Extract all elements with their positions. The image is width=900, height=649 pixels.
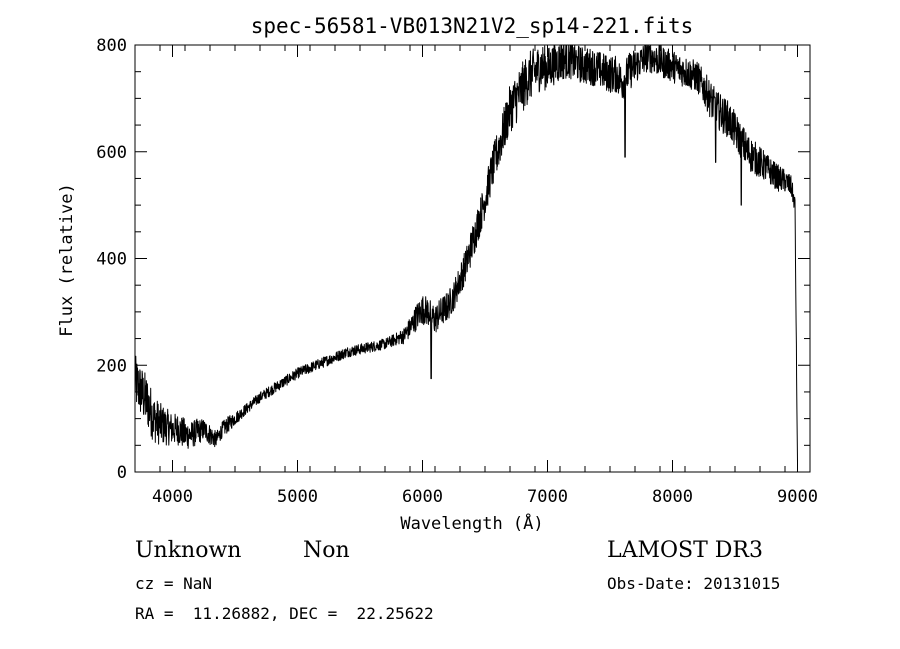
coordinates-text: RA = 11.26882, DEC = 22.25622 (135, 604, 434, 623)
spectrum-line (134, 44, 798, 463)
y-tick-label: 800 (96, 36, 127, 56)
y-axis-label: Flux (relative) (57, 183, 77, 337)
y-tick-label: 0 (117, 463, 127, 483)
survey-label: LAMOST DR3 (607, 538, 763, 563)
redshift-text: cz = NaN (135, 574, 213, 593)
y-tick-label: 400 (96, 250, 127, 270)
subclass-label: Non (303, 538, 350, 563)
class-label: Unknown (135, 538, 242, 563)
obs-date-text: Obs-Date: 20131015 (607, 574, 781, 593)
x-tick-label: 7000 (527, 487, 568, 507)
plot-frame (134, 44, 811, 473)
y-tick-label: 200 (96, 356, 127, 376)
chart-title: spec-56581-VB013N21V2_sp14-221.fits (251, 14, 694, 38)
x-tick-label: 8000 (652, 487, 693, 507)
x-tick-label: 5000 (277, 487, 318, 507)
x-tick-label: 9000 (777, 487, 818, 507)
x-tick-label: 6000 (402, 487, 443, 507)
x-tick-label: 4000 (152, 487, 193, 507)
y-tick-label: 600 (96, 143, 127, 163)
x-axis-label: Wavelength (Å) (400, 512, 543, 534)
